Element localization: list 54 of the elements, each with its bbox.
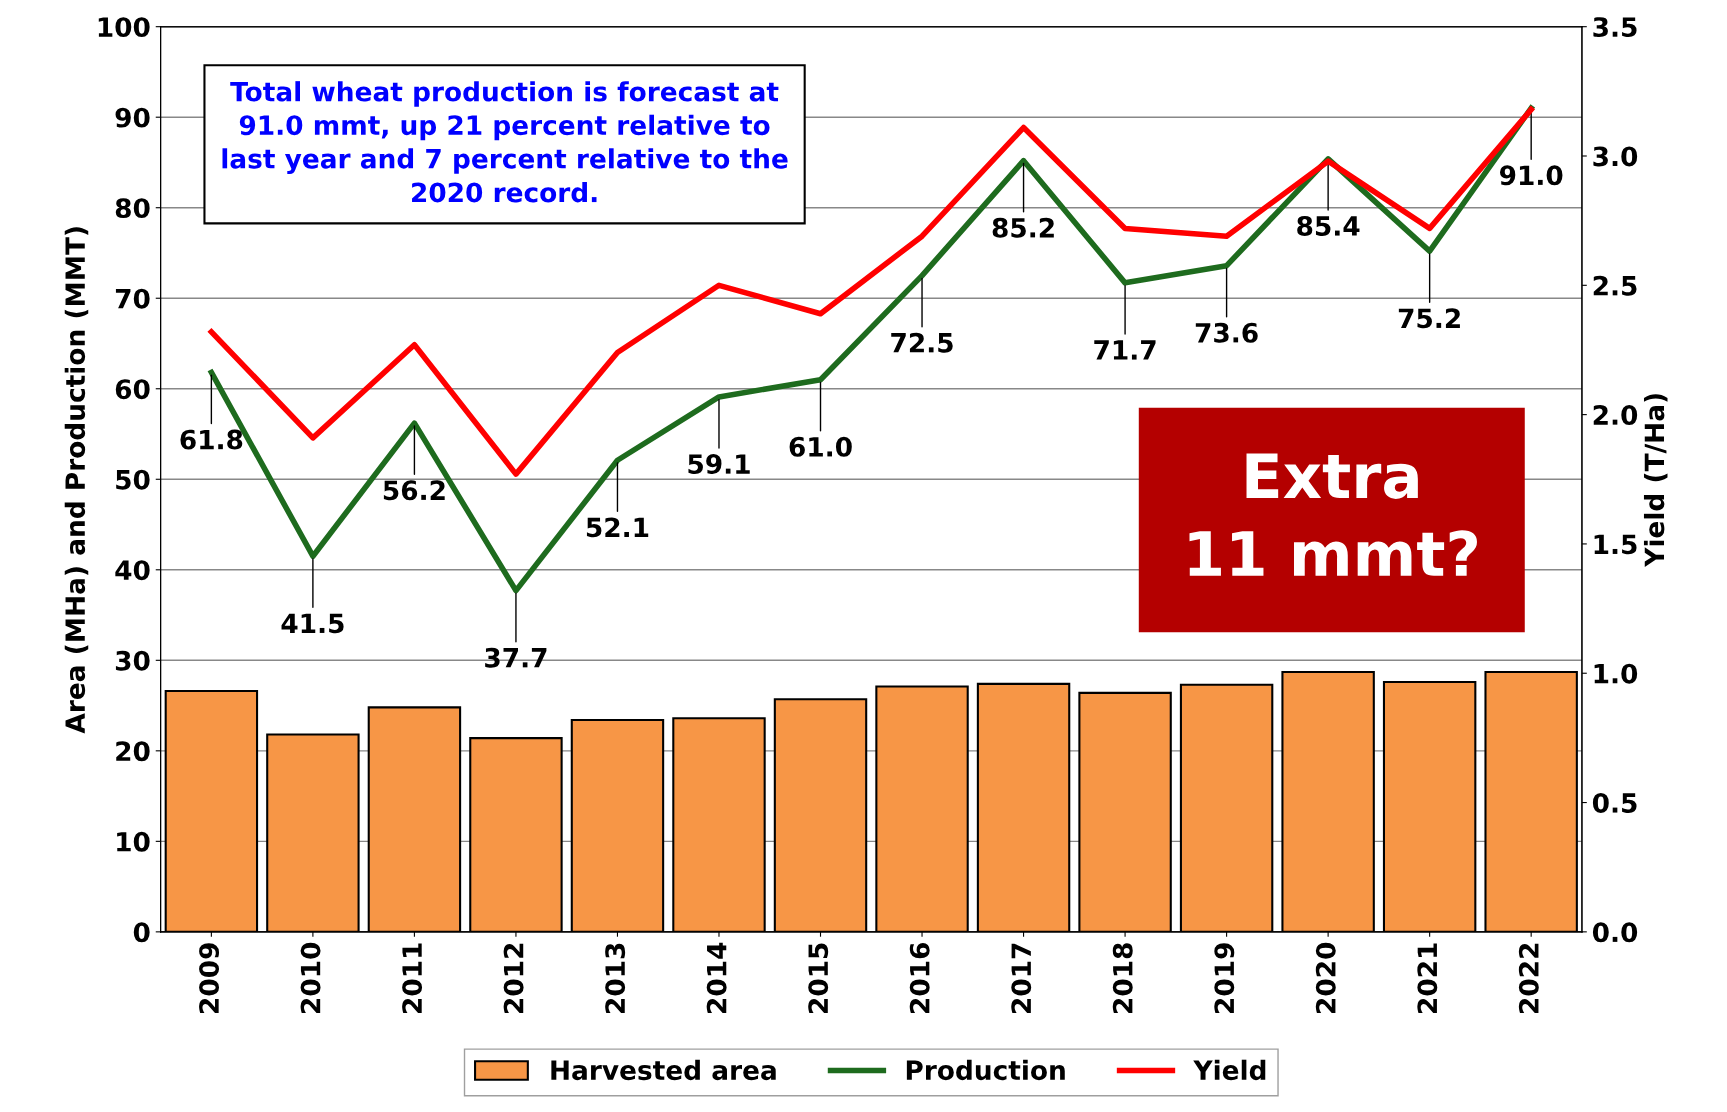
y-tick-label: 90 <box>115 107 150 128</box>
annotation: Total wheat production is forecast at 91.0 mmt, up 21 percent relative to last year and 7 percent relative to the 2020 record. <box>222 81 788 203</box>
y-tick-label: 10 <box>117 831 150 852</box>
data-label: 91.0 <box>1499 165 1563 186</box>
y2-tick-label: 2.0 <box>1593 405 1638 426</box>
x-tick-label: 2011 <box>402 943 423 1013</box>
x-tick-label: 2009 <box>199 943 220 1013</box>
data-label: 52.1 <box>586 517 649 538</box>
y2-tick-label: 0.5 <box>1592 792 1637 813</box>
y2-tick-label: 1.5 <box>1594 534 1637 555</box>
data-label: 61.8 <box>180 429 243 450</box>
data-label: 85.2 <box>992 217 1054 238</box>
x-tick-label: 2015 <box>808 943 829 1013</box>
y-axis-title: Area (MHa) and Production (MMT) <box>64 227 89 734</box>
y-tick-label: 80 <box>115 198 150 219</box>
legend-label: Harvested area <box>551 1059 776 1081</box>
data-label: 75.2 <box>1398 308 1460 329</box>
y2-tick-label: 3.5 <box>1593 17 1637 38</box>
data-label: 41.5 <box>281 613 344 634</box>
data-label: 59.1 <box>688 454 750 474</box>
y2-tick-label: 0.0 <box>1592 922 1638 943</box>
x-tick-label: 2012 <box>503 943 524 1013</box>
data-label: 71.7 <box>1094 340 1156 360</box>
data-label: 73.6 <box>1195 322 1258 343</box>
annotation: Extra 11 mmt? <box>1189 453 1477 576</box>
y-tick-label: 50 <box>116 469 150 490</box>
y2-tick-label: 3.0 <box>1593 146 1638 167</box>
y-tick-label: 40 <box>115 560 150 581</box>
y2-axis-title: Yield (T/Ha) <box>1643 394 1668 567</box>
x-tick-label: 2013 <box>605 943 626 1013</box>
y-tick-label: 70 <box>115 288 150 309</box>
x-tick-label: 2021 <box>1417 943 1438 1013</box>
y2-tick-label: 2.5 <box>1593 275 1637 296</box>
data-label: 56.2 <box>383 480 445 501</box>
y-tick-label: 30 <box>115 650 150 671</box>
y2-tick-label: 1.0 <box>1594 663 1638 684</box>
y-tick-label: 60 <box>115 379 150 400</box>
data-label: 61.0 <box>789 436 852 457</box>
x-tick-label: 2019 <box>1214 943 1235 1013</box>
x-tick-label: 2022 <box>1518 943 1539 1013</box>
x-tick-label: 2017 <box>1011 943 1032 1013</box>
legend-label: Yield <box>1193 1059 1266 1081</box>
x-tick-label: 2020 <box>1315 942 1336 1013</box>
data-label: 85.4 <box>1297 215 1360 236</box>
y-tick-label: 20 <box>116 741 150 762</box>
x-tick-label: 2010 <box>300 942 321 1013</box>
data-label: 37.7 <box>485 647 547 668</box>
x-tick-label: 2014 <box>706 942 727 1013</box>
x-tick-label: 2018 <box>1112 943 1133 1013</box>
data-label: 72.5 <box>891 332 953 353</box>
legend-label: Production <box>906 1059 1065 1081</box>
x-tick-label: 2016 <box>909 942 930 1013</box>
y-tick-label: 100 <box>98 17 150 38</box>
y-tick-label: 0 <box>133 922 150 943</box>
